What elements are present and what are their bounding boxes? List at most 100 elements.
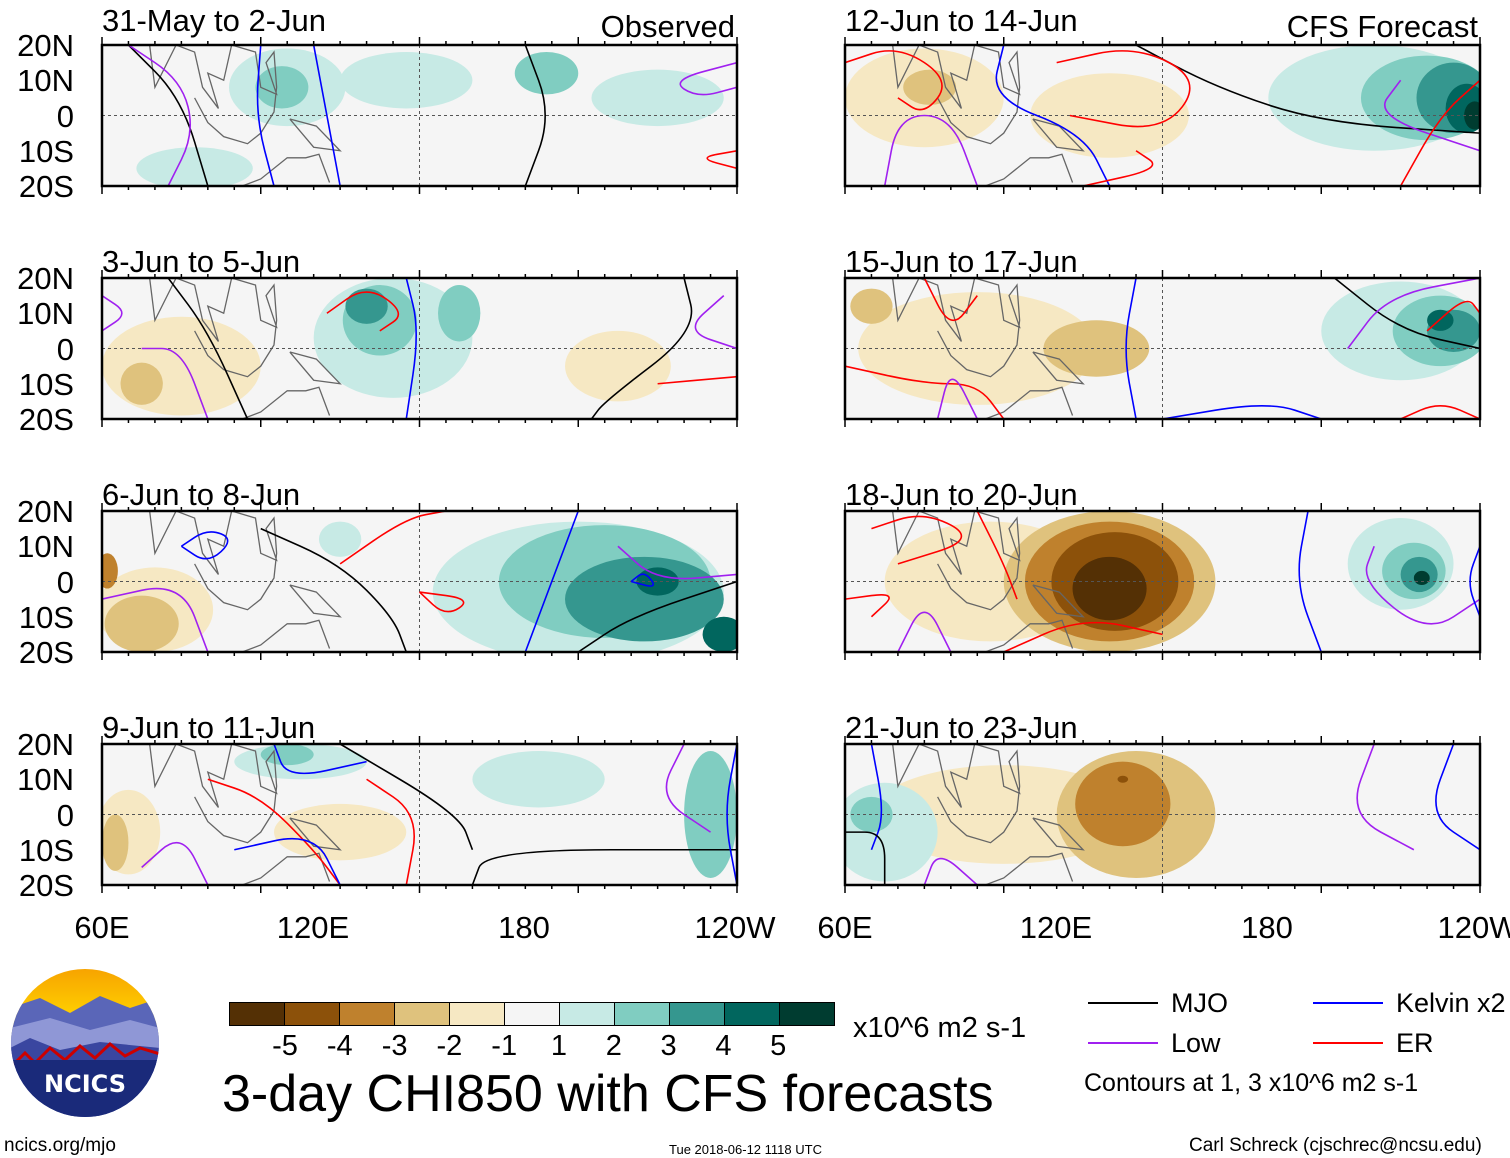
wave-contour xyxy=(845,831,886,885)
wave-contour xyxy=(207,778,341,885)
colorbar-swatch xyxy=(670,1003,725,1025)
map-panel xyxy=(843,503,1482,660)
y-tick-label: 20N xyxy=(17,727,74,762)
y-tick-label: 10N xyxy=(17,762,74,798)
wave-contour xyxy=(1356,744,1415,851)
colorbar-label: 2 xyxy=(605,1030,622,1062)
y-tick-label: 10N xyxy=(17,529,74,565)
legend-label: ER xyxy=(1396,1028,1434,1058)
colorbar-swatch xyxy=(505,1003,560,1025)
anomaly-shading xyxy=(340,52,473,109)
x-tick-label: 180 xyxy=(1241,910,1293,945)
wave-contour xyxy=(1125,278,1137,419)
coastline xyxy=(891,45,1085,186)
wave-contour xyxy=(102,587,209,652)
y-tick-label: 0 xyxy=(56,331,74,367)
wave-contour xyxy=(141,841,209,885)
wave-contour xyxy=(312,45,341,186)
colorbar-label: -4 xyxy=(326,1030,353,1062)
colorbar-label: 1 xyxy=(550,1030,568,1062)
wave-contour xyxy=(1435,744,1480,851)
figure-title: 3-day CHI850 with CFS forecasts xyxy=(222,1065,994,1123)
wave-contour xyxy=(883,114,979,186)
anomaly-shading xyxy=(472,751,605,808)
legend-label: MJO xyxy=(1171,988,1228,1018)
wave-contour xyxy=(845,365,1005,419)
anomaly-shading xyxy=(565,330,671,402)
legend-line xyxy=(1088,1042,1158,1044)
y-tick-label: 20S xyxy=(18,402,74,437)
wave-contour xyxy=(871,515,963,565)
wave-contour xyxy=(694,295,737,350)
wave-contour xyxy=(630,573,654,587)
anomaly-shading xyxy=(1043,320,1150,377)
x-tick-label: 120E xyxy=(1019,910,1093,945)
coastline xyxy=(148,744,342,885)
coastline xyxy=(891,744,1085,885)
panel-title: 9-Jun to 11-Jun xyxy=(102,710,316,745)
wave-contour xyxy=(234,837,341,885)
ncics-logo: NCICS xyxy=(11,969,159,1117)
colorbar-swatch xyxy=(560,1003,615,1025)
wave-contour xyxy=(141,347,209,419)
map-panel xyxy=(843,736,1482,893)
legend-label: Kelvin x2 xyxy=(1396,988,1506,1018)
colorbar-swatch xyxy=(340,1003,395,1025)
colorbar-label: 5 xyxy=(770,1030,787,1062)
wave-contour xyxy=(617,545,737,580)
wave-contour xyxy=(1399,79,1480,186)
y-tick-label: 10S xyxy=(18,366,74,402)
anomaly-shading xyxy=(702,616,737,652)
anomaly-shading xyxy=(102,553,118,589)
anomaly-shading xyxy=(903,69,957,105)
anomaly-shading xyxy=(514,52,579,95)
logo-text: NCICS xyxy=(44,1070,126,1098)
y-tick-label: 10S xyxy=(18,133,74,169)
colorbar-label: -1 xyxy=(491,1030,518,1062)
wave-contour xyxy=(1135,45,1480,134)
wave-contour xyxy=(845,594,890,618)
colorbar-label: -2 xyxy=(436,1030,463,1062)
y-tick-label: 20N xyxy=(17,494,74,529)
wave-contour xyxy=(657,375,737,385)
wave-contour xyxy=(679,61,737,96)
wave-contour xyxy=(577,580,737,652)
map-panel xyxy=(100,503,739,660)
wave-contour xyxy=(127,45,209,186)
wave-contour xyxy=(326,291,400,332)
footer-url[interactable]: ncics.org/mjo xyxy=(4,1135,116,1156)
panel-title: 18-Jun to 20-Jun xyxy=(845,477,1078,512)
wave-contour xyxy=(180,531,229,560)
coastline xyxy=(891,278,1085,419)
wave-contour xyxy=(665,744,711,833)
wave-contour xyxy=(1426,300,1480,332)
anomaly-shading xyxy=(345,288,388,324)
wave-contour xyxy=(405,278,417,419)
anomaly-shading xyxy=(636,567,679,596)
colorbar xyxy=(229,1002,835,1026)
map-panel xyxy=(843,270,1482,427)
wave-contour xyxy=(273,744,367,775)
colorbar-swatch xyxy=(230,1003,285,1025)
map-panel xyxy=(100,736,739,893)
wave-contour xyxy=(256,45,275,186)
y-tick-label: 20S xyxy=(18,169,74,204)
column-header: CFS Forecast xyxy=(1286,9,1478,44)
wave-contour xyxy=(995,45,1111,186)
wave-contour xyxy=(1347,278,1480,349)
wave-contour xyxy=(936,378,979,419)
y-tick-label: 20N xyxy=(17,261,74,296)
colorbar-swatch xyxy=(615,1003,670,1025)
colorbar-swatch xyxy=(450,1003,505,1025)
colorbar-label: -3 xyxy=(381,1030,408,1062)
anomaly-shading xyxy=(102,316,261,416)
wave-contour xyxy=(260,527,408,652)
anomaly-shading xyxy=(438,285,481,342)
anomaly-shading xyxy=(1072,556,1147,621)
y-tick-label: 0 xyxy=(56,564,74,600)
anomaly-shading xyxy=(318,521,362,557)
panel-title: 21-Jun to 23-Jun xyxy=(845,710,1078,745)
x-tick-label: 60E xyxy=(817,910,873,945)
coastline xyxy=(148,511,342,652)
panel-title: 15-Jun to 17-Jun xyxy=(845,244,1078,279)
